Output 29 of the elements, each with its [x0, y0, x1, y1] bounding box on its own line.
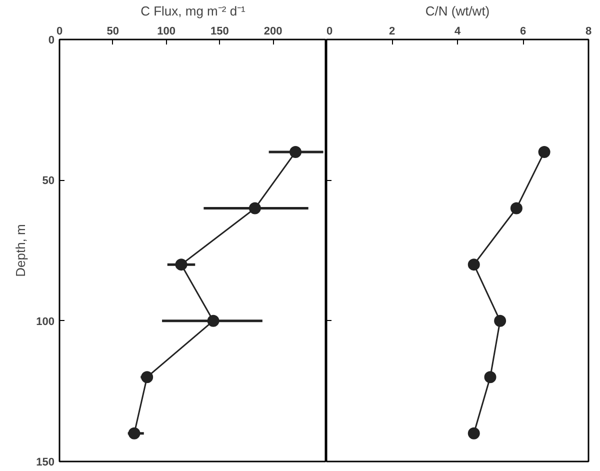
point	[510, 202, 522, 214]
x-tick-label: 6	[520, 26, 526, 38]
y-tick-label: 0	[48, 34, 55, 46]
point	[141, 371, 154, 384]
x-tick-label: 0	[56, 26, 63, 38]
x-tick-label: 0	[326, 26, 333, 38]
y-axis-title: Depth, m	[13, 224, 28, 277]
y-tick-label: 150	[36, 456, 55, 468]
x-tick-label: 50	[106, 26, 120, 38]
y-tick-label: 50	[42, 175, 55, 188]
x-tick-label: 2	[388, 26, 396, 38]
x-tick-label: 150	[210, 26, 229, 38]
point	[468, 427, 480, 440]
x-tick-label: 8	[585, 26, 592, 38]
x-axis-title: C Flux, mg m⁻² d⁻¹	[140, 4, 246, 18]
point	[538, 146, 550, 158]
point	[468, 258, 480, 271]
point	[290, 146, 302, 158]
point	[175, 258, 188, 271]
point	[128, 427, 140, 440]
x-tick-label: 200	[264, 26, 282, 38]
point	[484, 371, 496, 384]
x-tick-label: 4	[454, 26, 462, 38]
point	[494, 314, 506, 327]
x-axis-title: C/N (wt/wt)	[425, 4, 490, 18]
y-tick-label: 100	[36, 316, 55, 328]
x-tick-label: 100	[157, 26, 176, 38]
point	[207, 314, 220, 327]
point	[248, 202, 261, 214]
